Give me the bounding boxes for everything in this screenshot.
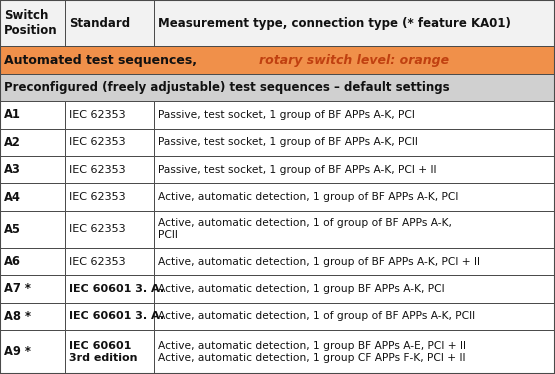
Bar (0, 248, 65, 275)
Text: Passive, test socket, 1 group of BF APPs A-K, PCI + II: Passive, test socket, 1 group of BF APPs… (158, 165, 437, 175)
Bar (154, 303, 555, 330)
Text: Active, automatic detection, 1 group BF APPs A-E, PCI + II
Active, automatic det: Active, automatic detection, 1 group BF … (158, 341, 466, 363)
Bar (154, 129, 555, 156)
Bar (0, 330, 65, 374)
Bar (154, 183, 555, 211)
Bar (65, 129, 154, 156)
Text: Active, automatic detection, 1 of group of BF APPs A-K, PCII: Active, automatic detection, 1 of group … (158, 311, 475, 321)
Bar (0, 303, 65, 330)
Bar (65, 0, 154, 46)
Text: IEC 62353: IEC 62353 (69, 224, 126, 234)
Text: Active, automatic detection, 1 of group of BF APPs A-K,
PCII: Active, automatic detection, 1 of group … (158, 218, 452, 240)
Bar (0, 129, 65, 156)
Text: IEC 62353: IEC 62353 (69, 137, 126, 147)
Text: Measurement type, connection type (* feature KA01): Measurement type, connection type (* fea… (158, 17, 511, 30)
Bar (65, 211, 154, 248)
Text: IEC 62353: IEC 62353 (69, 165, 126, 175)
Bar (0, 156, 65, 183)
Text: Passive, test socket, 1 group of BF APPs A-K, PCI: Passive, test socket, 1 group of BF APPs… (158, 110, 415, 120)
Bar (65, 156, 154, 183)
Bar (154, 0, 555, 46)
Text: A7 *: A7 * (4, 282, 31, 295)
Bar (65, 248, 154, 275)
Text: Active, automatic detection, 1 group BF APPs A-K, PCI: Active, automatic detection, 1 group BF … (158, 284, 445, 294)
Text: IEC 60601
3rd edition: IEC 60601 3rd edition (69, 341, 138, 363)
Text: IEC 62353: IEC 62353 (69, 257, 126, 267)
Bar (154, 248, 555, 275)
Text: Preconfigured (freely adjustable) test sequences – default settings: Preconfigured (freely adjustable) test s… (4, 81, 450, 94)
Bar (0, 74, 555, 101)
Text: Standard: Standard (69, 17, 130, 30)
Text: A9 *: A9 * (4, 346, 31, 359)
Text: A5: A5 (4, 223, 21, 236)
Text: A4: A4 (4, 190, 21, 203)
Bar (0, 275, 65, 303)
Bar (65, 330, 154, 374)
Bar (154, 156, 555, 183)
Text: Active, automatic detection, 1 group of BF APPs A-K, PCI + II: Active, automatic detection, 1 group of … (158, 257, 480, 267)
Bar (154, 330, 555, 374)
Text: A6: A6 (4, 255, 21, 268)
Text: A8 *: A8 * (4, 310, 31, 323)
Text: A3: A3 (4, 163, 21, 176)
Bar (0, 46, 555, 74)
Text: Passive, test socket, 1 group of BF APPs A-K, PCII: Passive, test socket, 1 group of BF APPs… (158, 137, 418, 147)
Bar (0, 183, 65, 211)
Text: A2: A2 (4, 136, 21, 149)
Bar (154, 101, 555, 129)
Bar (0, 101, 65, 129)
Bar (0, 211, 65, 248)
Text: IEC 62353: IEC 62353 (69, 110, 126, 120)
Bar (65, 183, 154, 211)
Bar (154, 211, 555, 248)
Text: A1: A1 (4, 108, 21, 122)
Text: rotary switch level: orange: rotary switch level: orange (259, 53, 448, 67)
Bar (65, 275, 154, 303)
Text: IEC 62353: IEC 62353 (69, 192, 126, 202)
Text: Automated test sequences,: Automated test sequences, (4, 53, 201, 67)
Text: Active, automatic detection, 1 group of BF APPs A-K, PCI: Active, automatic detection, 1 group of … (158, 192, 458, 202)
Text: Switch
Position: Switch Position (4, 9, 58, 37)
Text: IEC 60601 3. A.: IEC 60601 3. A. (69, 284, 164, 294)
Bar (154, 275, 555, 303)
Bar (65, 303, 154, 330)
Bar (0, 0, 65, 46)
Bar (65, 101, 154, 129)
Text: IEC 60601 3. A.: IEC 60601 3. A. (69, 311, 164, 321)
